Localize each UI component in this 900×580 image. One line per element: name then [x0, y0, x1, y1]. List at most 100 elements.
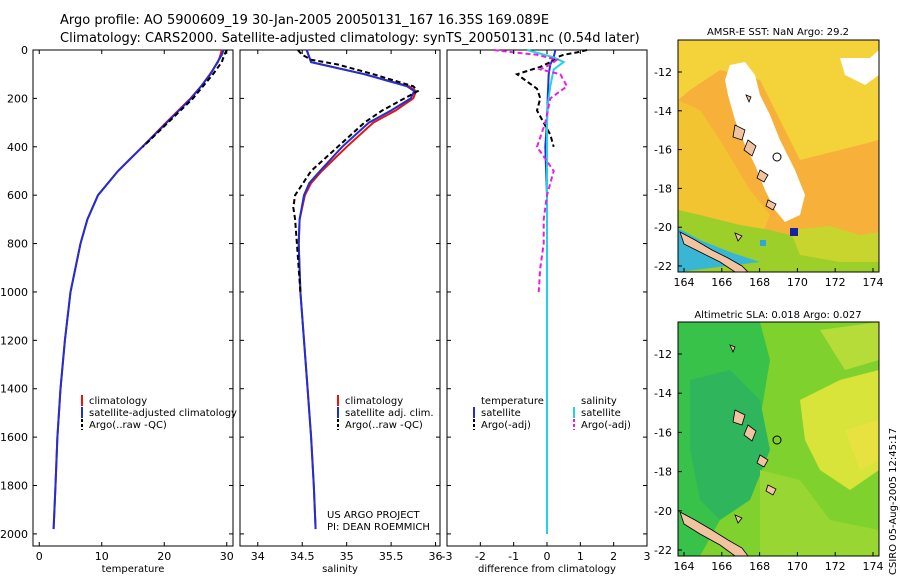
map-x-tick-label: 168	[749, 560, 770, 573]
series-line-argo-raw-qc-	[142, 49, 228, 148]
sst-map-title: AMSR-E SST: NaN Argo: 29.2	[707, 27, 849, 38]
temperature-xticks: 0 10 20 30	[36, 50, 234, 563]
depth-tick-label: 1800	[0, 480, 28, 493]
map-x-tick-label: 170	[787, 560, 808, 573]
depth-tick-label: 1400	[0, 383, 28, 396]
x-tick-label: 2	[610, 550, 617, 563]
depth-tick-label: 1600	[0, 431, 28, 444]
credits-line2: PI: DEAN ROEMMICH	[327, 522, 430, 533]
depth-tick-label: 400	[7, 141, 28, 154]
tick-marks	[33, 49, 647, 535]
series-line-salinity-satellite	[526, 49, 566, 534]
x-tick-label: -1	[508, 550, 519, 563]
salinity-legend: climatology satellite adj. clim. Argo(..…	[337, 395, 434, 431]
sst-argo-location	[772, 152, 782, 162]
legend-label: Argo(-adj)	[481, 420, 531, 431]
map-y-tick-label: -18	[654, 182, 672, 195]
x-tick-label: 35.5	[379, 550, 404, 563]
salinity-xlabel: salinity	[322, 564, 358, 575]
legend-label: Argo(-adj)	[581, 420, 631, 431]
temperature-lines	[52, 49, 228, 530]
legend-label: satellite	[481, 408, 521, 419]
series-line-climatology	[297, 49, 418, 530]
series-line-argo-raw-qc-	[292, 49, 420, 293]
depth-tick-labels: 0 200 400 600 800 1000 1200 1400 1600 1800 2000	[0, 44, 28, 541]
temperature-legend: climatology satellite-adjusted climatolo…	[81, 395, 237, 431]
series-line-salinity-argo-adj-	[493, 49, 569, 293]
map-y-tick-label: -14	[654, 387, 672, 400]
x-tick-label: 34	[251, 550, 265, 563]
map-y-tick-label: -12	[654, 348, 672, 361]
difference-xlabel: difference from climatology	[478, 564, 616, 575]
depth-tick-label: 200	[7, 92, 28, 105]
legend-label: satellite adj. clim.	[345, 408, 434, 419]
x-tick-label: 35	[340, 550, 354, 563]
x-tick-label: -2	[475, 550, 486, 563]
difference-lines	[493, 49, 588, 534]
map-x-tick-label: 172	[825, 276, 846, 289]
depth-tick-label: 0	[21, 44, 28, 57]
map-y-tick-label: -22	[654, 544, 672, 557]
map-x-tick-label: 164	[674, 276, 695, 289]
map-x-tick-label: 170	[787, 276, 808, 289]
timestamp: CSIRO 05-Aug-2005 12:45:17	[888, 428, 899, 575]
legend-label: climatology	[89, 396, 147, 407]
x-tick-label: -3	[442, 550, 453, 563]
sst-map-field	[678, 40, 879, 272]
series-line-satellite-adjusted-climatology	[52, 49, 225, 530]
difference-xticks: -3 -2 -1 0 1 2 3	[442, 50, 651, 563]
temperature-xlabel: temperature	[102, 564, 165, 575]
map-y-tick-label: -16	[654, 144, 672, 157]
x-tick-label: 3	[644, 550, 651, 563]
depth-tick-label: 600	[7, 189, 28, 202]
figure-title-line2: Climatology: CARS2000. Satellite-adjuste…	[60, 31, 640, 46]
depth-tick-label: 1000	[0, 286, 28, 299]
legend-label: Argo(..raw -QC)	[345, 420, 423, 431]
depth-tick-label: 2000	[0, 528, 28, 541]
map-y-tick-label: -16	[654, 426, 672, 439]
map-x-tick-label: 166	[711, 560, 732, 573]
map-y-tick-label: -14	[654, 105, 672, 118]
salinity-xticks: 34 34.5 35 35.5 36	[251, 50, 443, 563]
map-x-tick-label: 164	[674, 560, 695, 573]
sst-map-frame	[677, 39, 880, 273]
x-tick-label: 36	[429, 550, 443, 563]
x-tick-label: 1	[577, 550, 584, 563]
x-tick-label: 0	[544, 550, 551, 563]
map-x-tick-label: 174	[863, 276, 884, 289]
map-y-tick-label: -18	[654, 466, 672, 479]
figure-title-line1: Argo profile: AO 5900609_19 30-Jan-2005 …	[60, 13, 549, 28]
difference-legend: temperature satellite Argo(-adj) salinit…	[473, 396, 631, 431]
legend-title-temperature: temperature	[481, 396, 544, 407]
series-line-satellite-adj-clim-	[297, 49, 416, 530]
map-y-tick-label: -22	[654, 260, 672, 273]
sla-map-title: Altimetric SLA: 0.018 Argo: 0.027	[694, 310, 861, 321]
depth-tick-label: 800	[7, 238, 28, 251]
map-y-tick-label: -20	[654, 221, 672, 234]
legend-label: climatology	[345, 396, 403, 407]
x-tick-label: 0	[36, 550, 43, 563]
series-line-climatology	[52, 49, 223, 530]
map-x-tick-label: 172	[825, 560, 846, 573]
sst-islands	[679, 94, 777, 272]
legend-label: Argo(..raw -QC)	[89, 420, 167, 431]
x-tick-label: 34.5	[290, 550, 315, 563]
salinity-axes	[239, 49, 441, 547]
sla-map-frame	[677, 321, 880, 557]
map-x-tick-label: 174	[863, 560, 884, 573]
sla-map-ticks: 164 166 168 170 172 174 -12 -14 -16 -18 -20 -22	[654, 348, 883, 573]
sst-map-ticks: 164 166 168 170 172 174 -12 -14 -16 -18 -20 -22	[654, 66, 883, 289]
salinity-lines	[292, 49, 420, 530]
x-tick-label: 30	[220, 550, 234, 563]
map-x-tick-label: 168	[749, 276, 770, 289]
map-x-tick-label: 166	[711, 276, 732, 289]
x-tick-label: 10	[95, 550, 109, 563]
x-tick-label: 20	[157, 550, 171, 563]
map-y-tick-label: -20	[654, 505, 672, 518]
legend-label: satellite	[581, 408, 621, 419]
depth-tick-label: 1200	[0, 334, 28, 347]
sla-map-field	[678, 322, 879, 556]
sla-argo-location	[772, 435, 782, 445]
legend-title-salinity: salinity	[581, 396, 617, 407]
